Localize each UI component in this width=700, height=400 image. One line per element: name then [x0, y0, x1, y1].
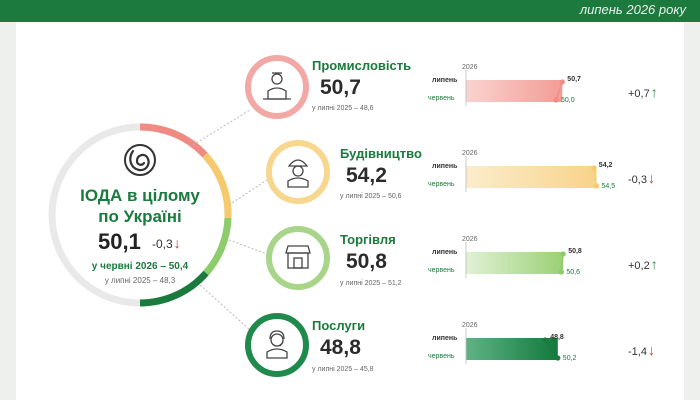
change-value-construction: -0,3 [628, 174, 647, 186]
point-july-services [542, 337, 548, 343]
ring-segment-construction [202, 152, 232, 219]
series-label-june-industry: червень [428, 95, 455, 102]
ioda-logo-icon [124, 144, 156, 176]
overall-title-line2: по Україні [98, 207, 182, 226]
sector-value-services: 48,8 [320, 336, 361, 359]
change-construction: -0,3↓ [628, 170, 655, 186]
period-label: липень 2026 року [579, 2, 686, 17]
construction-worker-icon [287, 159, 309, 188]
top-bar: липень 2026 року [0, 0, 700, 22]
change-value-services: -1,4 [628, 346, 647, 358]
connectors [192, 109, 271, 331]
overall-july-2025: у липні 2025 – 48,3 [104, 276, 176, 285]
change-value-industry: +0,7 [628, 88, 650, 100]
point-june-services [555, 355, 561, 361]
value-label-july-services: 48,8 [550, 334, 564, 341]
year-label-services: 2026 [462, 322, 478, 329]
point-june-industry [553, 97, 559, 103]
connector-construction [593, 167, 598, 187]
connector-services [544, 339, 559, 359]
sector-name-trade: Торгівля [340, 232, 396, 247]
operator-headset-icon [266, 330, 288, 359]
year-label-trade: 2026 [462, 236, 478, 243]
year-label-industry: 2026 [462, 64, 478, 71]
sector-circle-trade [266, 226, 330, 290]
value-label-june-trade: 50,6 [566, 269, 581, 276]
arrow-up-icon: ↑ [650, 256, 658, 272]
change-value-trade: +0,2 [628, 260, 650, 272]
value-label-june-construction: 54,5 [601, 183, 616, 190]
arrow-down-icon: ↓ [647, 170, 655, 186]
series-label-july-construction: липень [432, 163, 458, 170]
sector-circle-industry [245, 55, 309, 119]
year-label-construction: 2026 [462, 150, 478, 157]
bar-construction [466, 166, 597, 188]
sector-prev-services: у липні 2025 – 45,8 [312, 366, 374, 373]
sector-name-industry: Промисловість [312, 58, 412, 73]
connector-trade [560, 253, 564, 273]
overall-title-line1: ІОДА в цілому [80, 186, 200, 205]
series-label-july-services: липень [432, 335, 458, 342]
sector-circle-construction [266, 140, 330, 204]
overall-june: у червні 2026 – 50,4 [91, 261, 189, 272]
sector-value-industry: 50,7 [320, 76, 361, 99]
point-june-construction [593, 183, 600, 189]
bar-industry [466, 80, 563, 102]
sector-name-services: Послуги [312, 318, 366, 333]
point-june-trade [558, 269, 565, 275]
arrow-down-icon: ↓ [173, 235, 181, 251]
industry-worker-icon [263, 72, 291, 100]
sector-value-construction: 54,2 [346, 164, 387, 187]
overall-title: ІОДА в цілому по Україні [60, 185, 220, 227]
sector-value-trade: 50,8 [346, 250, 387, 273]
bar-trade [466, 252, 564, 274]
series-label-july-industry: липень [432, 77, 458, 84]
series-label-june-construction: червень [428, 181, 455, 188]
series-label-july-trade: липень [432, 249, 458, 256]
connector-industry [555, 81, 563, 101]
value-label-june-industry: 50,0 [561, 97, 575, 104]
arrow-down-icon: ↓ [647, 342, 655, 358]
ring-segment-industry [139, 123, 208, 158]
sector-prev-industry: у липні 2025 – 48,6 [312, 105, 374, 112]
series-label-june-trade: червень [428, 267, 455, 274]
sector-prev-trade: у липні 2025 – 51,2 [340, 280, 402, 287]
point-july-industry [559, 79, 565, 85]
overall-value: 50,1 [98, 229, 141, 254]
point-july-construction [591, 165, 597, 171]
value-label-july-construction: 54,2 [598, 162, 613, 169]
series-label-june-services: червень [428, 353, 455, 360]
change-trade: +0,2↑ [628, 256, 658, 272]
sector-prev-construction: у липні 2025 – 50,6 [340, 193, 402, 200]
value-label-july-trade: 50,8 [568, 248, 582, 255]
overall-change: -0,3↓ [152, 235, 181, 251]
change-industry: +0,7↑ [628, 84, 658, 100]
bar-services [466, 338, 558, 360]
sector-circle-services [245, 313, 309, 377]
mini-bar-charts [465, 70, 600, 364]
ring-segment-services [139, 270, 209, 307]
value-label-june-services: 50,2 [562, 355, 577, 362]
arrow-up-icon: ↑ [650, 84, 658, 100]
sector-name-construction: Будівництво [340, 146, 422, 161]
change-services: -1,4↓ [628, 342, 655, 358]
shop-icon [285, 245, 311, 269]
ring-segment-trade [203, 217, 232, 276]
value-label-july-industry: 50,7 [567, 76, 581, 83]
overall-ring [48, 123, 232, 307]
overall-change-value: -0,3 [152, 237, 173, 251]
point-july-trade [560, 251, 566, 257]
